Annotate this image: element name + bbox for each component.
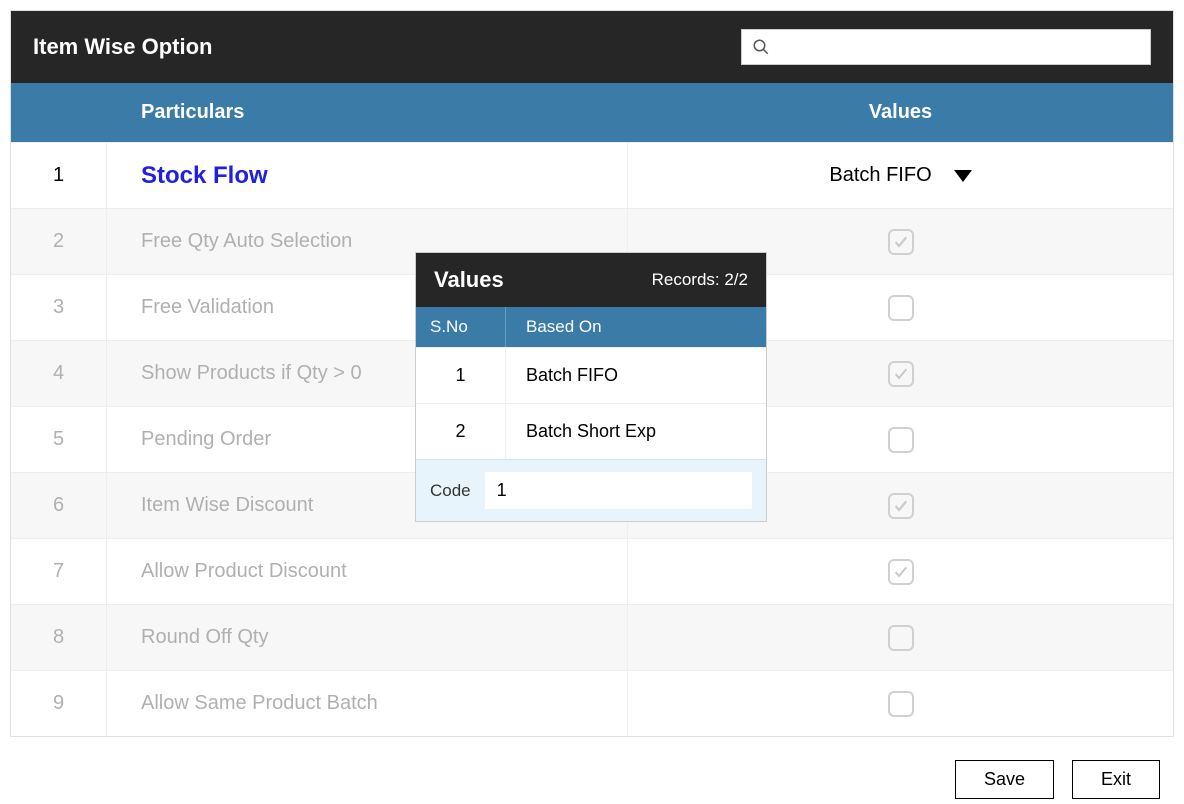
row-value[interactable] xyxy=(628,605,1173,670)
header-values: Values xyxy=(628,83,1173,142)
popup-code-input[interactable] xyxy=(485,472,752,509)
row-number: 9 xyxy=(11,671,107,736)
popup-records: Records: 2/2 xyxy=(652,270,748,290)
check-icon xyxy=(893,564,909,580)
search-icon xyxy=(752,38,770,56)
header-blank xyxy=(11,83,107,142)
dropdown[interactable]: Batch FIFO xyxy=(829,164,971,187)
exit-button[interactable]: Exit xyxy=(1072,760,1160,799)
table-row[interactable]: 1Stock Flow Batch FIFO xyxy=(11,142,1173,208)
chevron-down-icon xyxy=(954,170,972,182)
row-label: Allow Same Product Batch xyxy=(107,671,628,736)
table-row[interactable]: 8Round Off Qty xyxy=(11,604,1173,670)
checkbox[interactable] xyxy=(888,493,914,519)
row-number: 2 xyxy=(11,209,107,274)
check-icon xyxy=(893,366,909,382)
row-number: 3 xyxy=(11,275,107,340)
popup-row-based-on: Batch Short Exp xyxy=(506,421,766,442)
row-label: Stock Flow xyxy=(107,143,628,208)
row-value[interactable] xyxy=(628,671,1173,736)
row-number: 6 xyxy=(11,473,107,538)
table-row[interactable]: 7Allow Product Discount xyxy=(11,538,1173,604)
row-number: 5 xyxy=(11,407,107,472)
check-icon xyxy=(893,234,909,250)
footer-buttons: Save Exit xyxy=(955,760,1160,799)
checkbox[interactable] xyxy=(888,691,914,717)
popup-row-sno: 1 xyxy=(416,348,506,403)
values-popup: Values Records: 2/2 S.No Based On 1Batch… xyxy=(415,252,767,522)
popup-titlebar: Values Records: 2/2 xyxy=(416,253,766,307)
popup-header-sno: S.No xyxy=(416,307,506,347)
search-input[interactable] xyxy=(778,38,1140,56)
window-title: Item Wise Option xyxy=(33,34,212,60)
save-button[interactable]: Save xyxy=(955,760,1054,799)
row-value[interactable]: Batch FIFO xyxy=(628,143,1173,208)
dropdown-value: Batch FIFO xyxy=(829,164,931,187)
row-number: 7 xyxy=(11,539,107,604)
row-number: 8 xyxy=(11,605,107,670)
row-label: Round Off Qty xyxy=(107,605,628,670)
search-box[interactable] xyxy=(741,29,1151,65)
popup-header-based-on: Based On xyxy=(506,307,766,347)
popup-row[interactable]: 1Batch FIFO xyxy=(416,347,766,403)
popup-header: S.No Based On xyxy=(416,307,766,347)
checkbox[interactable] xyxy=(888,361,914,387)
popup-body: 1Batch FIFO2Batch Short Exp xyxy=(416,347,766,459)
checkbox[interactable] xyxy=(888,229,914,255)
checkbox[interactable] xyxy=(888,559,914,585)
checkbox[interactable] xyxy=(888,625,914,651)
row-value[interactable] xyxy=(628,539,1173,604)
popup-row-based-on: Batch FIFO xyxy=(506,365,766,386)
table-row[interactable]: 9Allow Same Product Batch xyxy=(11,670,1173,736)
checkbox[interactable] xyxy=(888,427,914,453)
checkbox[interactable] xyxy=(888,295,914,321)
header-particulars: Particulars xyxy=(107,83,628,142)
check-icon xyxy=(893,498,909,514)
popup-row-sno: 2 xyxy=(416,404,506,459)
titlebar: Item Wise Option xyxy=(11,11,1173,83)
popup-footer: Code xyxy=(416,459,766,521)
table-header: Particulars Values xyxy=(11,83,1173,142)
popup-code-label: Code xyxy=(430,481,471,501)
popup-row[interactable]: 2Batch Short Exp xyxy=(416,403,766,459)
row-number: 1 xyxy=(11,143,107,208)
popup-title: Values xyxy=(434,267,504,293)
row-label: Allow Product Discount xyxy=(107,539,628,604)
row-number: 4 xyxy=(11,341,107,406)
